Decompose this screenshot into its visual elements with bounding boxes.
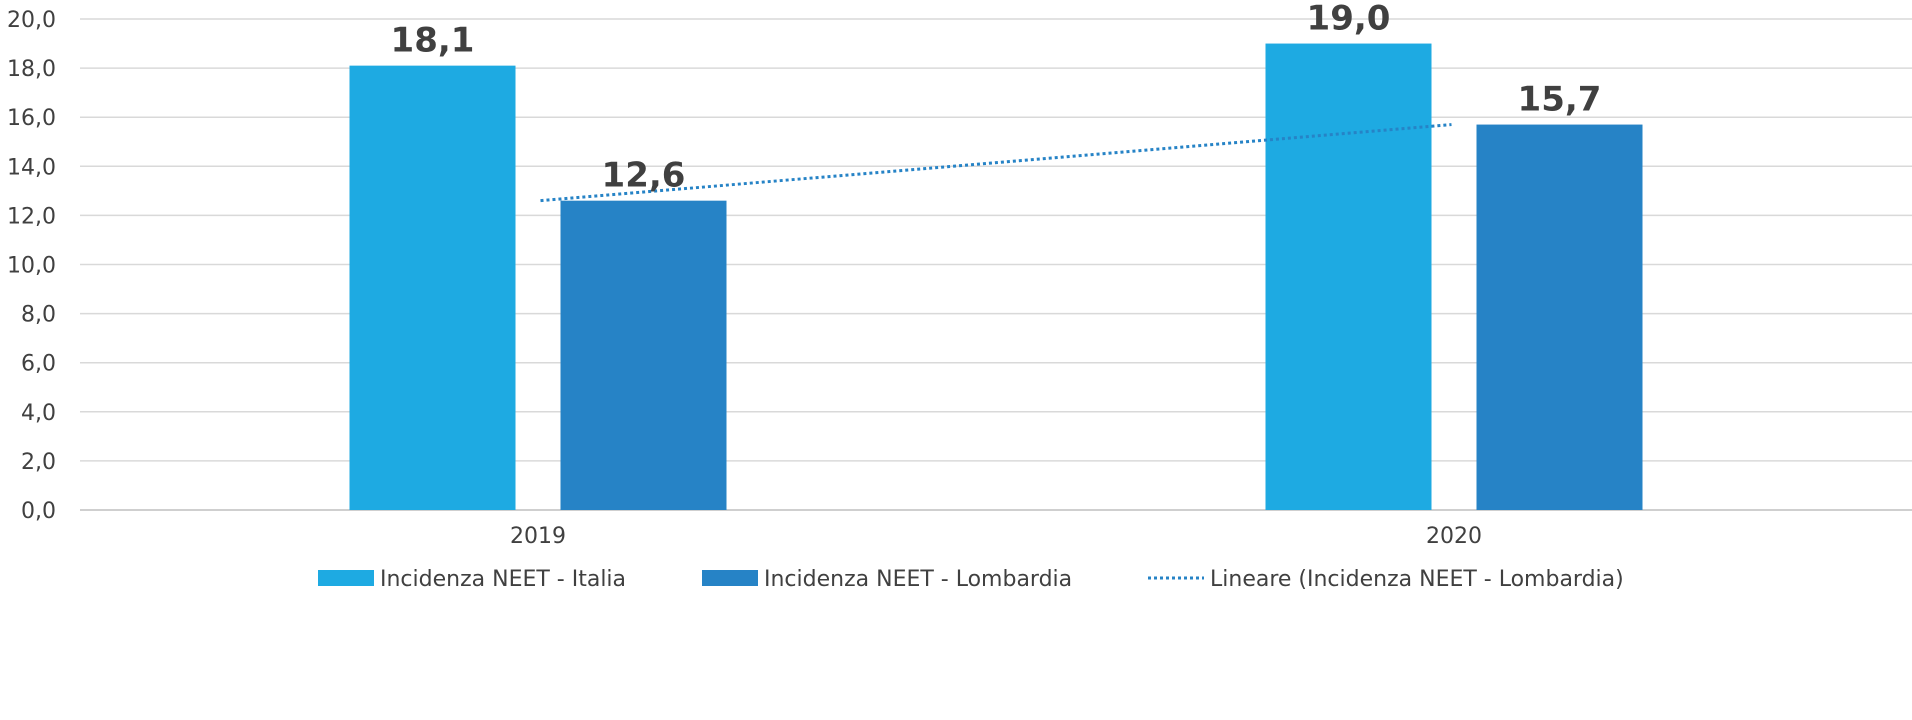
legend-label: Lineare (Incidenza NEET - Lombardia) bbox=[1210, 567, 1624, 592]
y-tick-label: 2,0 bbox=[21, 450, 56, 475]
legend-label: Incidenza NEET - Lombardia bbox=[764, 567, 1072, 592]
data-label: 18,1 bbox=[391, 21, 475, 61]
legend-swatch bbox=[702, 570, 758, 586]
trendline-layer bbox=[540, 123, 1452, 203]
bar bbox=[349, 65, 516, 511]
y-tick-label: 14,0 bbox=[7, 155, 56, 180]
x-category-label: 2019 bbox=[510, 524, 566, 549]
data-label: 12,6 bbox=[602, 156, 686, 196]
y-tick-label: 10,0 bbox=[7, 254, 56, 279]
y-axis-ticks: 0,0 2,0 4,0 6,0 8,0 10,0 12,0 14,0 16,0 18,0 20,0 bbox=[7, 8, 56, 524]
legend-swatch bbox=[318, 570, 374, 586]
data-label: 19,0 bbox=[1307, 0, 1391, 39]
y-tick-label: 20,0 bbox=[7, 8, 56, 33]
bar bbox=[560, 200, 727, 511]
x-category-label: 2020 bbox=[1426, 524, 1482, 549]
data-labels: 18,1 12,6 19,0 15,7 bbox=[391, 0, 1602, 196]
x-axis-categories: 2019 2020 bbox=[510, 524, 1482, 549]
y-tick-label: 16,0 bbox=[7, 106, 56, 131]
bar bbox=[1265, 43, 1432, 511]
y-tick-label: 0,0 bbox=[21, 499, 56, 524]
y-tick-label: 6,0 bbox=[21, 352, 56, 377]
y-tick-label: 8,0 bbox=[21, 303, 56, 328]
y-tick-label: 18,0 bbox=[7, 57, 56, 82]
trendline bbox=[540, 123, 1452, 203]
bar bbox=[1476, 124, 1643, 510]
legend: Incidenza NEET - Italia Incidenza NEET - … bbox=[318, 567, 1624, 592]
y-tick-label: 12,0 bbox=[7, 204, 56, 229]
legend-label: Incidenza NEET - Italia bbox=[380, 567, 626, 592]
data-label: 15,7 bbox=[1518, 80, 1602, 120]
bars bbox=[349, 43, 1643, 511]
y-tick-label: 4,0 bbox=[21, 401, 56, 426]
